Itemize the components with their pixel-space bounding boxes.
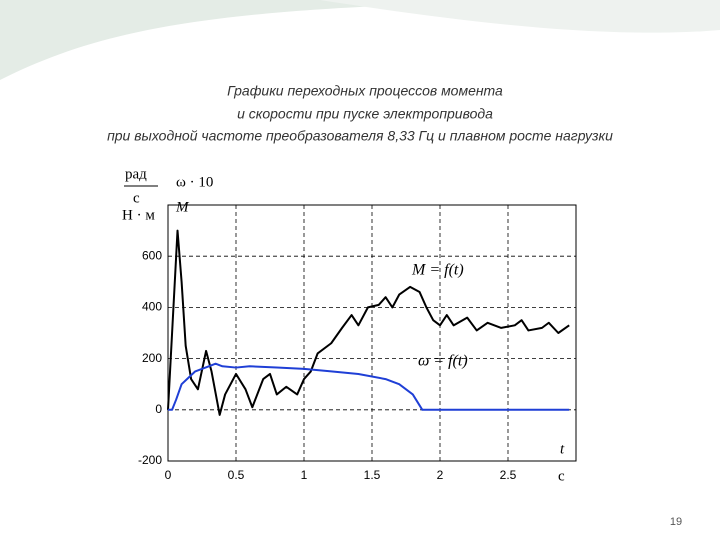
unit-label: рад xyxy=(125,166,147,182)
annotation: M = f(t) xyxy=(411,262,464,279)
x-tick-label: 2 xyxy=(437,468,444,482)
x-tick-label: 2.5 xyxy=(500,468,517,482)
decoration xyxy=(0,0,720,80)
unit-label: Н · м xyxy=(122,207,155,223)
y-tick-label: 600 xyxy=(142,248,162,262)
series-line xyxy=(168,362,570,411)
series-axis-label: M xyxy=(175,199,190,215)
y-tick-label: 400 xyxy=(142,300,162,314)
x-tick-label: 0.5 xyxy=(228,468,245,482)
x-tick-label: 0 xyxy=(165,468,172,482)
decoration xyxy=(320,0,720,33)
x-tick-label: 1.5 xyxy=(364,468,381,482)
series-axis-label: ω · 10 xyxy=(176,174,213,190)
y-tick-label: 200 xyxy=(142,351,162,365)
page-number: 19 xyxy=(670,516,682,528)
x-tick-label: 1 xyxy=(301,468,308,482)
title-line: Графики переходных процессов момента xyxy=(227,83,503,99)
unit-label: с xyxy=(133,190,140,206)
series-line xyxy=(167,229,570,416)
x-unit-label: t xyxy=(560,441,565,457)
annotation: ω = f(t) xyxy=(418,353,468,370)
title-line: при выходной частоте преобразователя 8,3… xyxy=(107,128,613,144)
y-tick-label: -200 xyxy=(138,453,162,467)
title-line: и скорости при пуске электропривода xyxy=(237,106,493,122)
y-tick-label: 0 xyxy=(155,402,162,416)
x-unit-label: с xyxy=(558,468,565,484)
